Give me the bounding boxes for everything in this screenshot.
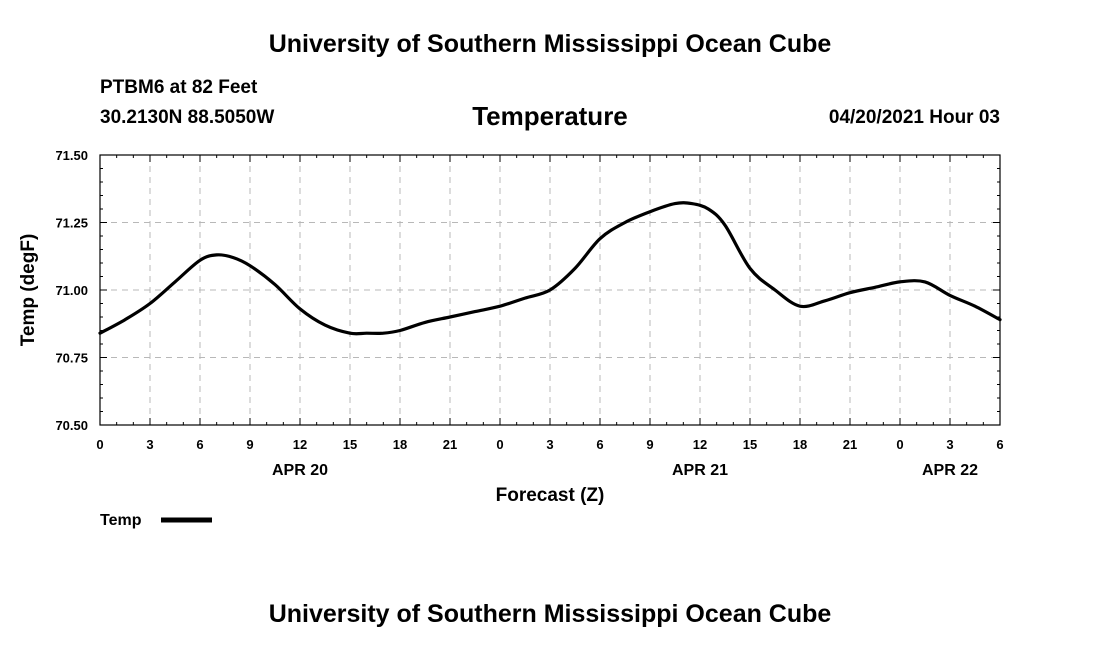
x-tick-label: 15 (743, 437, 757, 452)
grid-lines (100, 155, 1000, 425)
x-tick-label: 18 (793, 437, 807, 452)
coordinates-label: 30.2130N 88.5050W (100, 107, 275, 128)
x-tick-label: 6 (596, 437, 603, 452)
x-tick-label: 9 (646, 437, 653, 452)
x-tick-label: 9 (246, 437, 253, 452)
x-tick-label: 15 (343, 437, 357, 452)
x-tick-label: 3 (546, 437, 553, 452)
parameter-title: Temperature (472, 101, 628, 131)
y-tick-label: 71.00 (55, 283, 88, 298)
x-tick-label: 21 (843, 437, 857, 452)
x-day-label: APR 22 (922, 462, 978, 479)
x-axis-title: Forecast (Z) (496, 485, 605, 506)
datetime-label: 04/20/2021 Hour 03 (828, 107, 1000, 128)
chart-title-top: University of Southern Mississippi Ocean… (268, 30, 832, 58)
chart-title-bottom: University of Southern Mississippi Ocean… (268, 600, 832, 628)
legend-label-temp: Temp (100, 512, 142, 529)
y-tick-label: 71.50 (55, 148, 88, 163)
y-tick-label: 70.50 (55, 418, 88, 433)
x-tick-label: 3 (946, 437, 953, 452)
x-day-label: APR 21 (672, 462, 728, 479)
x-tick-label: 6 (996, 437, 1003, 452)
x-tick-label: 6 (196, 437, 203, 452)
station-label: PTBM6 at 82 Feet (100, 77, 258, 98)
x-tick-label: 0 (96, 437, 103, 452)
y-tick-label: 70.75 (55, 351, 88, 366)
x-tick-label: 3 (146, 437, 153, 452)
series-line-temp (98, 201, 1002, 336)
x-tick-label: 0 (896, 437, 903, 452)
x-tick-label: 0 (496, 437, 503, 452)
y-tick-label: 71.25 (55, 216, 88, 231)
x-tick-label: 12 (293, 437, 307, 452)
y-axis-title: Temp (degF) (18, 234, 39, 347)
x-tick-labels: 0 3 6 9 12 15 18 21 0 3 6 9 12 15 18 21 0 3 6 (96, 437, 1003, 452)
x-day-label: APR 20 (272, 462, 328, 479)
day-labels: APR 20 APR 21 APR 22 (272, 462, 978, 479)
x-tick-label: 12 (693, 437, 707, 452)
y-tick-labels: 70.50 70.75 71.00 71.25 71.50 (55, 148, 88, 433)
axis-ticks (99, 154, 1001, 426)
x-tick-label: 21 (443, 437, 457, 452)
x-tick-label: 18 (393, 437, 407, 452)
